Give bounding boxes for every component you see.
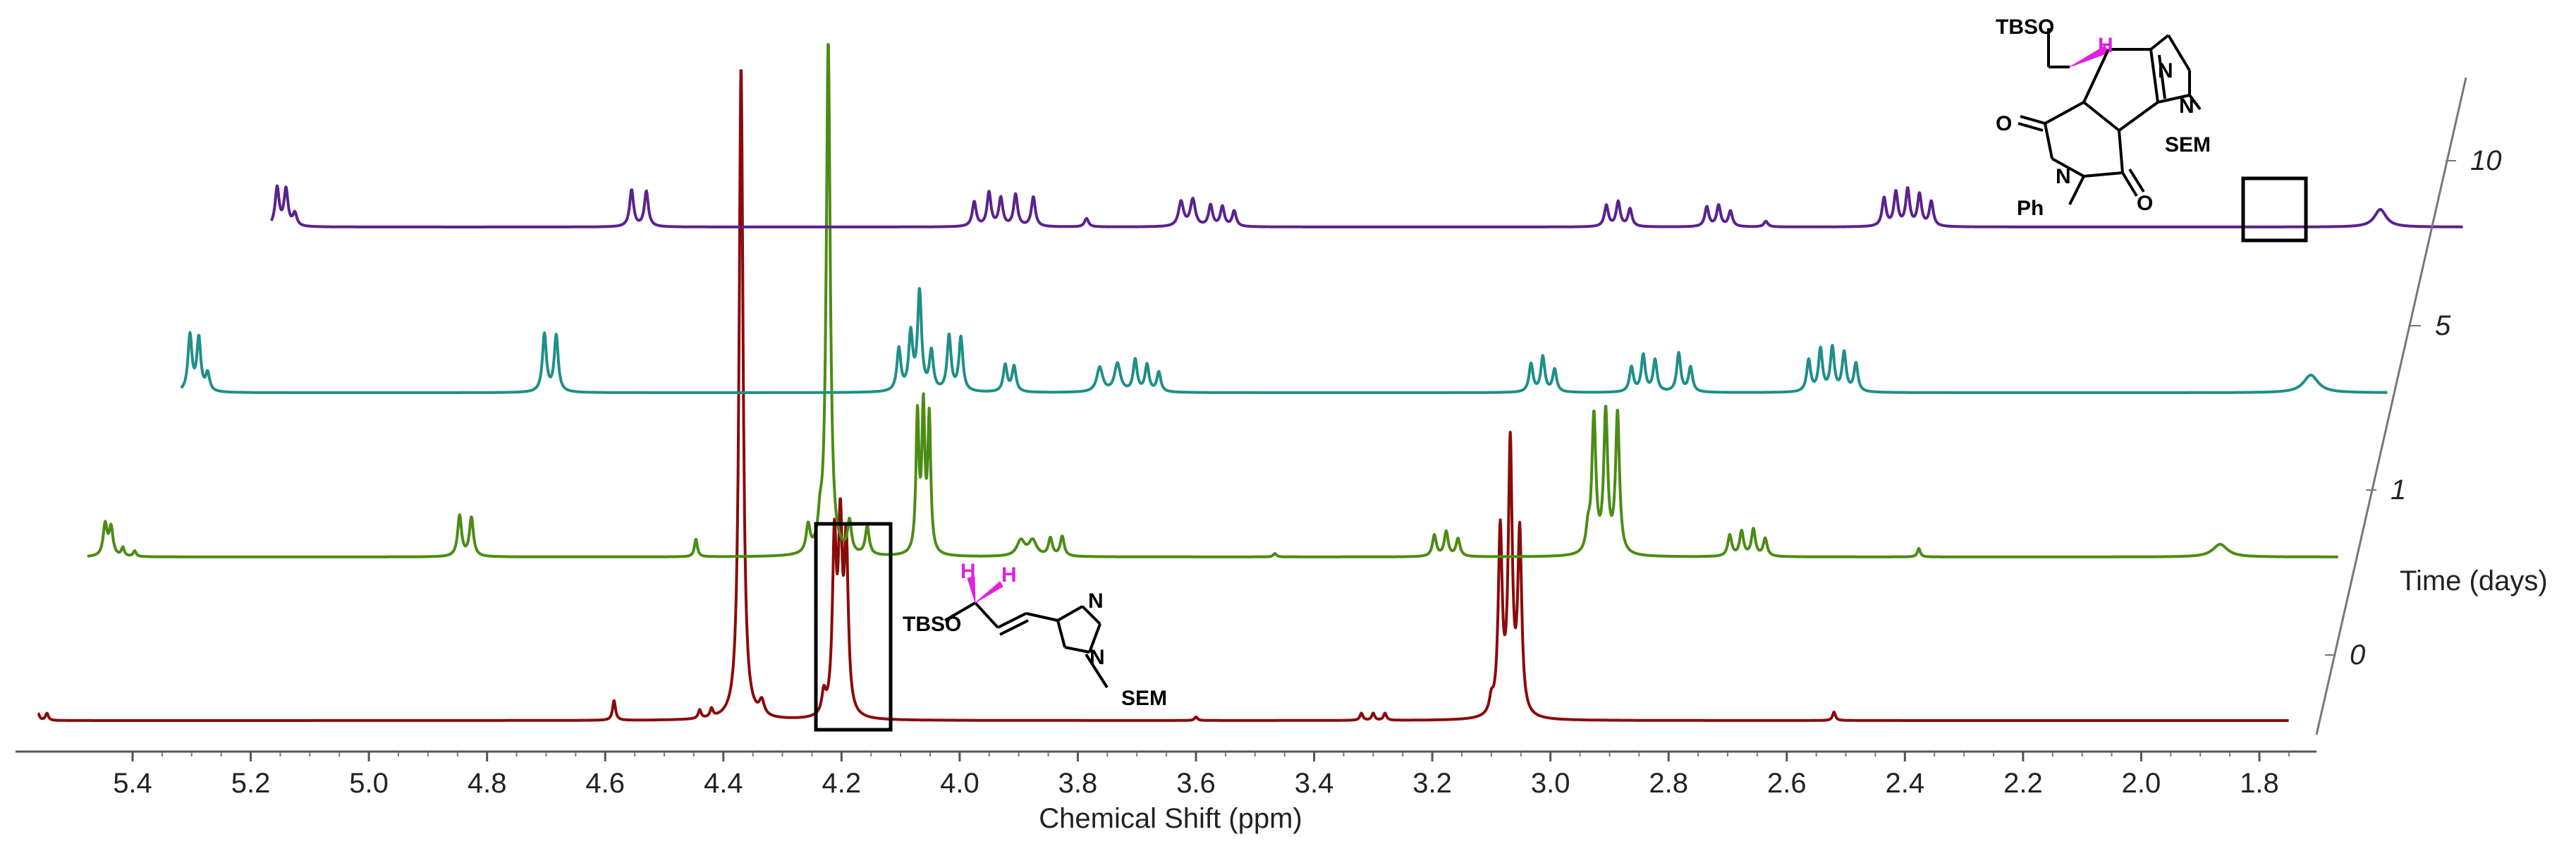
x-tick-label: 3.6: [1176, 768, 1216, 799]
starting-material-structure: TBSO H H N N SEM: [903, 560, 1167, 710]
mol-bottom-tbso: TBSO: [903, 613, 961, 636]
spectrum-line-day-5: [180, 287, 2388, 394]
mol-top-o-right: O: [2137, 192, 2153, 215]
mol-bottom-n-sem: N: [1089, 646, 1105, 669]
depth-tick-label-5: 5: [2435, 310, 2451, 341]
x-tick-label: 4.0: [940, 768, 979, 799]
x-tick-label: 5.2: [231, 768, 271, 799]
mol-top-h: H: [2098, 34, 2113, 57]
mol-top-n-imide: N: [2056, 165, 2071, 188]
product-structure: TBSO H N N SEM O O N Ph: [1996, 16, 2211, 220]
x-tick-label: 3.8: [1058, 768, 1098, 799]
depth-axis-title: Time (days): [2400, 565, 2548, 596]
x-tick-label: 3.2: [1412, 768, 1452, 799]
x-tick-label: 5.0: [349, 768, 389, 799]
mol-top-o-left: O: [1996, 112, 2012, 135]
mol-bottom-n-ring: N: [1088, 589, 1104, 613]
x-tick-label: 2.0: [2122, 768, 2161, 799]
highlight-box-allylic-h-signal: [2241, 176, 2308, 243]
spectra-group: [37, 43, 2464, 722]
x-tick-label: 2.2: [2003, 768, 2043, 799]
mol-bottom-h1: H: [960, 560, 976, 583]
depth-tick-label-1: 1: [2391, 475, 2406, 506]
x-tick-label: 4.2: [822, 768, 862, 799]
mol-top-tbso: TBSO: [1996, 16, 2054, 39]
mol-top-n-ring: N: [2158, 59, 2173, 82]
highlight-box-ch2-signal: [814, 522, 893, 732]
spectrum-line-day-1: [86, 43, 2339, 558]
x-tick-label: 2.8: [1649, 768, 1688, 799]
x-tick-group: 5.4 5.2 5.0 4.8 4.6 4.4 4.2 4.0 3.8 3.6 3.4 3.2 3.0 2…: [113, 752, 2290, 799]
spectrum-line-day-10: [269, 184, 2464, 228]
x-tick-label: 5.4: [113, 768, 152, 799]
mol-bottom-h2: H: [1001, 563, 1017, 587]
mol-top-sem: SEM: [2165, 133, 2211, 157]
x-tick-label: 4.6: [585, 768, 625, 799]
x-tick-label: 3.0: [1531, 768, 1570, 799]
mol-bottom-sem: SEM: [1121, 687, 1167, 710]
hashed-bond-h1: [967, 576, 976, 604]
depth-tick-group: 0 1 5 10: [2325, 145, 2502, 671]
x-tick-label: 4.8: [468, 768, 507, 799]
x-axis: 5.4 5.2 5.0 4.8 4.6 4.4 4.2 4.0 3.8 3.6 3.4 3.2 3.0 2…: [16, 750, 2316, 834]
x-axis-title: Chemical Shift (ppm): [1039, 803, 1302, 834]
depth-axis: 0 1 5 10 Time (days): [2315, 77, 2548, 735]
depth-axis-line: [2315, 77, 2467, 735]
spectrum-line-day-0: [37, 69, 2290, 722]
depth-tick-label-10: 10: [2470, 145, 2502, 176]
hashed-bond-h2: [975, 581, 1003, 604]
mol-top-ph: Ph: [2017, 197, 2044, 220]
hashed-bond-h: [2069, 45, 2109, 68]
depth-tick-label-0: 0: [2350, 639, 2365, 671]
x-tick-label: 4.4: [704, 768, 743, 799]
x-tick-label: 2.4: [1886, 768, 1925, 799]
x-tick-label: 1.8: [2240, 768, 2279, 799]
mol-top-n-sem: N: [2179, 94, 2195, 118]
x-tick-label: 3.4: [1295, 768, 1334, 799]
x-tick-label: 2.6: [1767, 768, 1807, 799]
